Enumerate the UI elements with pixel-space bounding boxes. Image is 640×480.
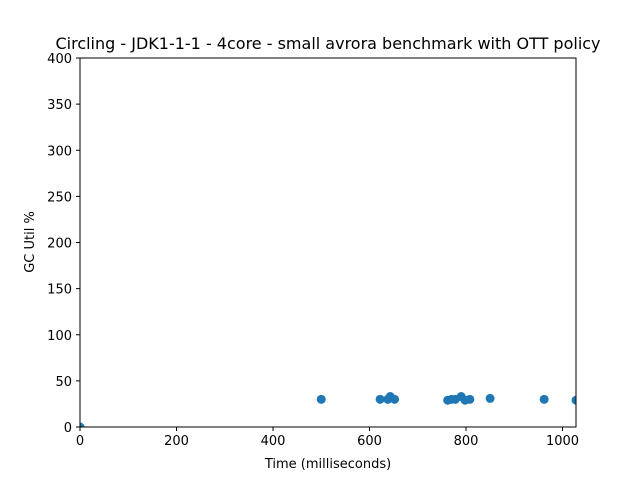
points-layer	[80, 392, 576, 427]
y-tick-label: 150	[47, 283, 72, 298]
x-tick-label: 0	[76, 434, 84, 449]
x-tick-label: 400	[261, 434, 286, 449]
y-axis-label: GC Util %	[23, 211, 38, 273]
y-tick-label: 250	[47, 190, 72, 205]
y-tick-label: 0	[64, 421, 72, 436]
y-axis: 0 50 100 150 200 250 300 350 400	[47, 52, 80, 436]
data-point	[375, 394, 385, 404]
data-point	[390, 394, 400, 404]
data-point	[316, 394, 326, 404]
x-axis-label: Time (milliseconds)	[264, 457, 391, 472]
x-tick-label: 600	[357, 434, 382, 449]
y-tick-label: 100	[47, 329, 72, 344]
x-tick-label: 200	[164, 434, 189, 449]
y-tick-label: 200	[47, 237, 72, 252]
y-tick-label: 400	[47, 52, 72, 67]
y-tick-label: 50	[55, 375, 72, 390]
data-point	[485, 393, 495, 403]
data-point	[571, 395, 576, 405]
plot-frame	[79, 57, 577, 428]
y-tick-label: 350	[47, 98, 72, 113]
x-tick-label: 1000	[546, 434, 579, 449]
data-point	[465, 394, 475, 404]
x-axis: 0 200 400 600 800 1000	[76, 427, 579, 449]
x-tick-label: 800	[454, 434, 479, 449]
data-point	[80, 422, 85, 427]
data-point	[539, 394, 549, 404]
chart-title: Circling - JDK1-1-1 - 4core - small avro…	[55, 34, 600, 53]
y-tick-label: 300	[47, 144, 72, 159]
